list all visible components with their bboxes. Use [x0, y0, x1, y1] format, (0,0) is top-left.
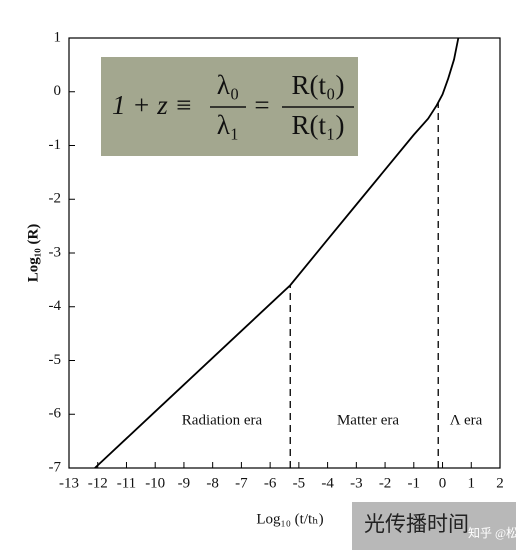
y-tick-label: -6	[49, 406, 62, 422]
x-tick-label: -8	[206, 475, 219, 491]
y-tick-label: -2	[49, 191, 62, 207]
x-tick-label: -10	[145, 475, 165, 491]
watermark-box	[352, 502, 516, 550]
x-tick-label: 2	[496, 475, 504, 491]
data-line	[94, 37, 460, 469]
x-tick-label: -7	[235, 475, 248, 491]
x-tick-label: 0	[439, 475, 447, 491]
y-tick-label: -4	[49, 298, 62, 314]
era-label: Λ era	[450, 412, 483, 428]
y-tick-label: -5	[49, 352, 62, 368]
x-tick-label: -13	[59, 475, 79, 491]
watermark-credit: 知乎 @松泉	[468, 526, 528, 540]
equation-lhs: 1 + z ≡	[112, 90, 193, 120]
x-tick-label: -5	[293, 475, 306, 491]
era-label: Radiation era	[182, 412, 263, 428]
x-tick-label: -6	[264, 475, 277, 491]
x-tick-label: -12	[88, 475, 108, 491]
x-tick-label: 1	[468, 475, 476, 491]
equation-den: R(t₁)	[292, 110, 345, 140]
x-tick-label: -1	[408, 475, 421, 491]
y-axis-label: Log₁₀ (R)	[25, 224, 41, 283]
y-tick-label: -3	[49, 244, 62, 260]
y-tick-label: 0	[54, 83, 62, 99]
x-tick-label: -4	[321, 475, 334, 491]
x-axis-label: Log₁₀ (t/tₕ)	[256, 511, 323, 527]
x-tick-label: -9	[178, 475, 191, 491]
x-tick-label: -3	[350, 475, 363, 491]
watermark-caption: 光传播时间	[364, 512, 469, 536]
x-tick-label: -11	[117, 475, 136, 491]
equation-num: R(t₀)	[292, 70, 345, 100]
equation-den: λ₁	[217, 110, 240, 140]
x-tick-label: -2	[379, 475, 392, 491]
era-label: Matter era	[337, 412, 399, 428]
equation-eq: =	[254, 90, 269, 120]
equation-num: λ₀	[217, 70, 240, 100]
y-tick-label: 1	[54, 29, 62, 45]
y-tick-label: -1	[49, 137, 62, 153]
y-tick-label: -7	[49, 459, 62, 475]
